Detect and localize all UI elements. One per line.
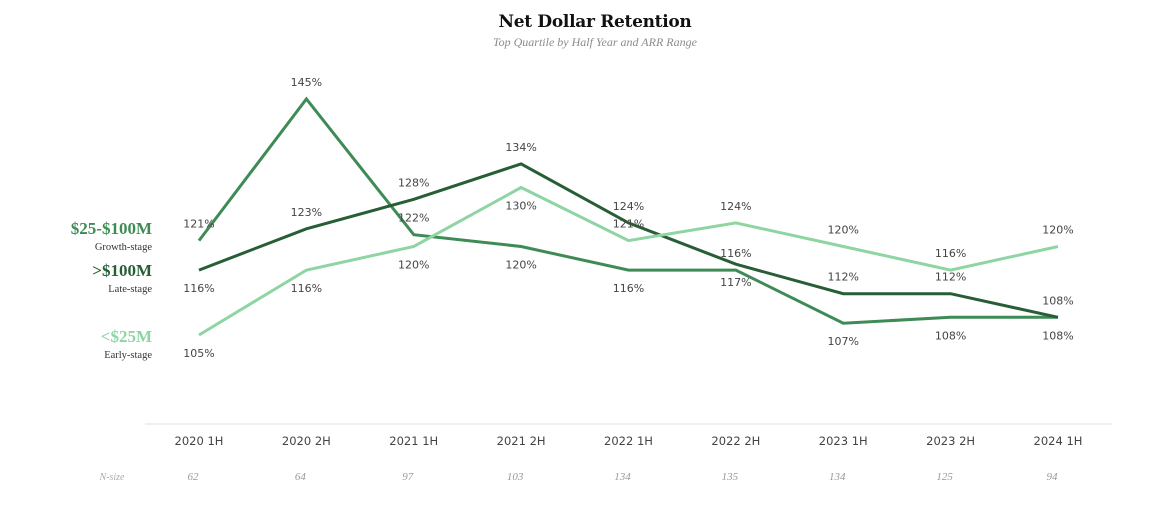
x-tick-label: 2022 1H <box>604 434 653 448</box>
n-size-value: 134 <box>829 471 846 483</box>
x-tick-label: 2020 1H <box>175 434 224 448</box>
data-label: 108% <box>1042 329 1073 342</box>
data-label: 121% <box>613 218 644 231</box>
x-tick-label: 2023 1H <box>819 434 868 448</box>
data-label: 122% <box>398 212 429 225</box>
data-label: 120% <box>505 259 536 272</box>
legend-series-subtitle: Early-stage <box>104 350 152 361</box>
data-label: 117% <box>720 276 751 289</box>
data-label: 120% <box>1042 224 1073 237</box>
data-label: 120% <box>398 259 429 272</box>
legend-series-subtitle: Late-stage <box>108 284 152 295</box>
data-label: 134% <box>505 141 536 154</box>
chart-subtitle: Top Quartile by Half Year and ARR Range <box>493 35 697 49</box>
n-size-label: N-size <box>99 472 126 483</box>
data-label: 116% <box>720 247 751 260</box>
data-label: 145% <box>291 76 322 89</box>
data-label: 120% <box>828 224 859 237</box>
series-line-0 <box>197 96 1058 325</box>
n-size-value: 125 <box>936 471 953 483</box>
legend-series-name: <$25M <box>101 327 152 346</box>
data-label: 123% <box>291 206 322 219</box>
legend-series-subtitle: Growth-stage <box>95 242 152 253</box>
n-size-value: 97 <box>402 471 414 483</box>
x-tick-label: 2022 2H <box>711 434 760 448</box>
x-tick-label: 2021 2H <box>497 434 546 448</box>
x-tick-label: 2021 1H <box>389 434 438 448</box>
data-label: 124% <box>613 200 644 213</box>
n-size-value: 64 <box>295 471 307 483</box>
legend-series-name: >$100M <box>92 261 152 280</box>
data-label: 116% <box>613 282 644 295</box>
data-label: 105% <box>183 347 214 360</box>
n-size-value: 135 <box>722 471 739 483</box>
data-label: 108% <box>1042 294 1073 307</box>
data-label: 121% <box>183 218 214 231</box>
x-tick-label: 2024 1H <box>1034 434 1083 448</box>
series-line-1 <box>198 162 1059 319</box>
n-size-value: 134 <box>614 471 631 483</box>
data-label: 130% <box>505 200 536 213</box>
data-label: 128% <box>398 176 429 189</box>
data-label: 112% <box>935 271 966 284</box>
data-label: 116% <box>935 247 966 260</box>
data-label: 116% <box>291 282 322 295</box>
series-line-2 <box>198 185 1059 337</box>
chart-title: Net Dollar Retention <box>498 12 692 32</box>
legend-series-name: $25-$100M <box>71 219 152 238</box>
data-label: 112% <box>828 271 859 284</box>
n-size-value: 103 <box>507 471 524 483</box>
x-tick-label: 2020 2H <box>282 434 331 448</box>
data-label: 107% <box>828 335 859 348</box>
n-size-value: 62 <box>188 471 200 483</box>
data-label: 124% <box>720 200 751 213</box>
data-label: 108% <box>935 329 966 342</box>
data-label: 116% <box>183 282 214 295</box>
x-tick-label: 2023 2H <box>926 434 975 448</box>
n-size-value: 94 <box>1047 471 1059 483</box>
